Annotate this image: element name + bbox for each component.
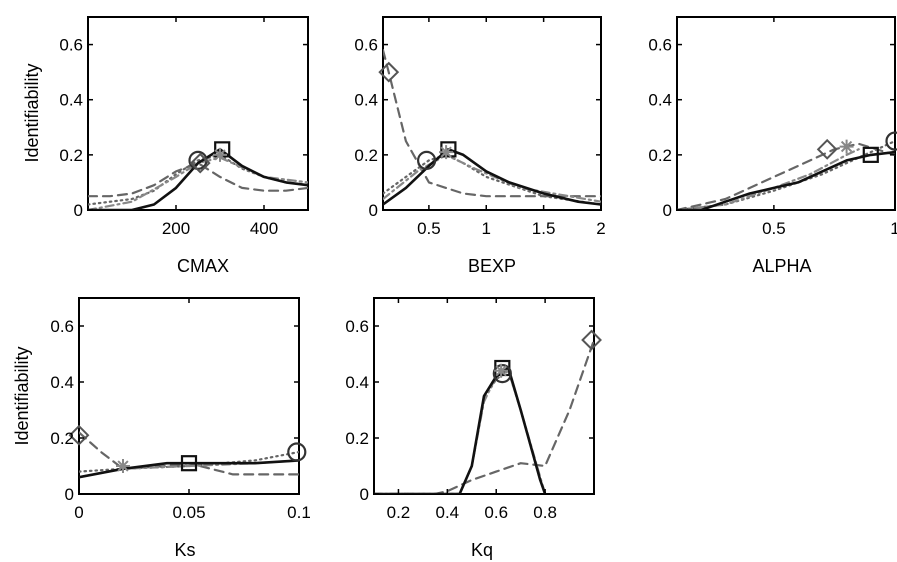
series-line-dashdot [88, 156, 308, 210]
x-axis-label: CMAX [177, 256, 229, 276]
diamond-marker [189, 152, 211, 174]
y-tick-label: 0.4 [59, 91, 83, 110]
x-axis-label: BEXP [468, 256, 516, 276]
x-axis-label: Ks [174, 540, 195, 560]
x-tick-label: 200 [162, 219, 190, 238]
marker-layer [378, 61, 457, 170]
x-tick-label: 1.5 [532, 219, 556, 238]
series-layer [383, 48, 601, 206]
series-line-dashed [374, 338, 594, 494]
y-tick-label: 0.6 [648, 36, 672, 55]
x-axis-label: Kq [471, 540, 493, 560]
plot-frame [78, 297, 300, 495]
y-tick-label: 0.2 [648, 146, 672, 165]
marker-layer [816, 131, 897, 163]
square-marker [440, 141, 457, 158]
marker-layer [68, 424, 307, 473]
asterisk-marker [213, 147, 227, 162]
marker-layer [188, 141, 231, 174]
diamond-marker [581, 329, 602, 351]
y-tick-label: 0.4 [354, 91, 378, 110]
series-line-dashed [383, 48, 601, 198]
y-tick-label: 0.4 [648, 91, 672, 110]
y-tick-label: 0.2 [59, 146, 83, 165]
plot-frame [382, 16, 602, 211]
series-line-dotted [374, 369, 547, 494]
y-axis-label: Identifiability [22, 63, 42, 162]
series-layer [677, 140, 895, 210]
series-line-dashdot [374, 369, 547, 494]
panel-cmax: 0 0.2 0.4 0.6 200 400 Identifiability CMAX [22, 16, 309, 276]
y-tick-label: 0.2 [345, 429, 369, 448]
diamond-marker [378, 61, 400, 83]
x-tick-label: 0.1 [287, 503, 311, 522]
series-layer [374, 338, 594, 494]
x-tick-label: 2 [596, 219, 605, 238]
x-tick-label: 0.5 [417, 219, 441, 238]
y-tick-label: 0 [65, 485, 74, 504]
y-tick-label: 0.4 [50, 373, 74, 392]
circle-marker [287, 442, 307, 462]
tick-layer: 0 0.2 0.4 0.6 0 0.05 0.1 [50, 298, 311, 522]
asterisk-marker [116, 459, 130, 473]
series-line-dashed [88, 162, 308, 198]
panel-bexp: 0 0.2 0.4 0.6 0.5 1 1.5 2 BEXP [354, 16, 606, 276]
x-tick-label: 0.8 [533, 503, 557, 522]
asterisk-marker [839, 139, 854, 154]
y-tick-label: 0.2 [354, 146, 378, 165]
panel-kq: 0 0.2 0.4 0.6 0.2 0.4 0.6 0.8 Kq [345, 297, 602, 560]
y-tick-label: 0.6 [345, 317, 369, 336]
series-line-solid [374, 366, 547, 494]
x-tick-label: 0.4 [436, 503, 460, 522]
x-axis-label: ALPHA [752, 256, 811, 276]
y-tick-label: 0.6 [354, 36, 378, 55]
diamond-marker [68, 424, 90, 446]
x-tick-label: 1 [482, 219, 491, 238]
series-line-dashed [79, 431, 299, 476]
circle-marker [492, 364, 512, 384]
circle-marker [885, 131, 897, 151]
y-tick-label: 0 [360, 485, 369, 504]
series-line-solid [677, 150, 895, 210]
diamond-marker [816, 138, 838, 160]
tick-layer: 0 0.2 0.4 0.6 0.2 0.4 0.6 0.8 [345, 298, 594, 522]
y-tick-label: 0 [74, 201, 83, 220]
series-line-solid [383, 148, 601, 206]
y-tick-label: 0 [369, 201, 378, 220]
panel-alpha: 0 0.2 0.4 0.6 0.5 1 ALPHA [648, 16, 897, 276]
x-tick-label: 0.05 [172, 503, 205, 522]
series-line-dashdot [383, 153, 601, 203]
circle-marker [417, 150, 437, 170]
plot-frame [676, 16, 896, 211]
x-tick-label: 0 [74, 503, 83, 522]
series-layer [88, 148, 308, 210]
y-tick-label: 0 [663, 201, 672, 220]
tick-layer: 0 0.2 0.4 0.6 0.5 1 [648, 17, 897, 238]
x-tick-label: 0.6 [484, 503, 508, 522]
x-tick-label: 400 [250, 219, 278, 238]
tick-layer: 0 0.2 0.4 0.6 200 400 [59, 17, 308, 238]
series-line-dotted [677, 140, 895, 210]
y-tick-label: 0.6 [50, 317, 74, 336]
marker-layer [492, 329, 602, 384]
tick-layer: 0 0.2 0.4 0.6 0.5 1 1.5 2 [354, 17, 606, 238]
x-tick-label: 0.2 [387, 503, 411, 522]
y-tick-label: 0.6 [59, 36, 83, 55]
y-axis-label: Identifiability [12, 346, 32, 445]
series-line-dashed [677, 142, 895, 210]
panel-ks: 0 0.2 0.4 0.6 0 0.05 0.1 Identifiability Ks [12, 297, 311, 560]
y-tick-label: 0.2 [50, 429, 74, 448]
plot-frame [373, 297, 595, 495]
asterisk-marker [494, 363, 509, 378]
series-line-solid [88, 148, 308, 210]
square-marker [180, 455, 198, 472]
x-tick-label: 0.5 [762, 219, 786, 238]
square-marker [862, 146, 879, 163]
y-tick-label: 0.4 [345, 373, 369, 392]
x-tick-label: 1 [890, 219, 897, 238]
asterisk-marker [439, 145, 454, 160]
plot-frame [87, 16, 309, 211]
